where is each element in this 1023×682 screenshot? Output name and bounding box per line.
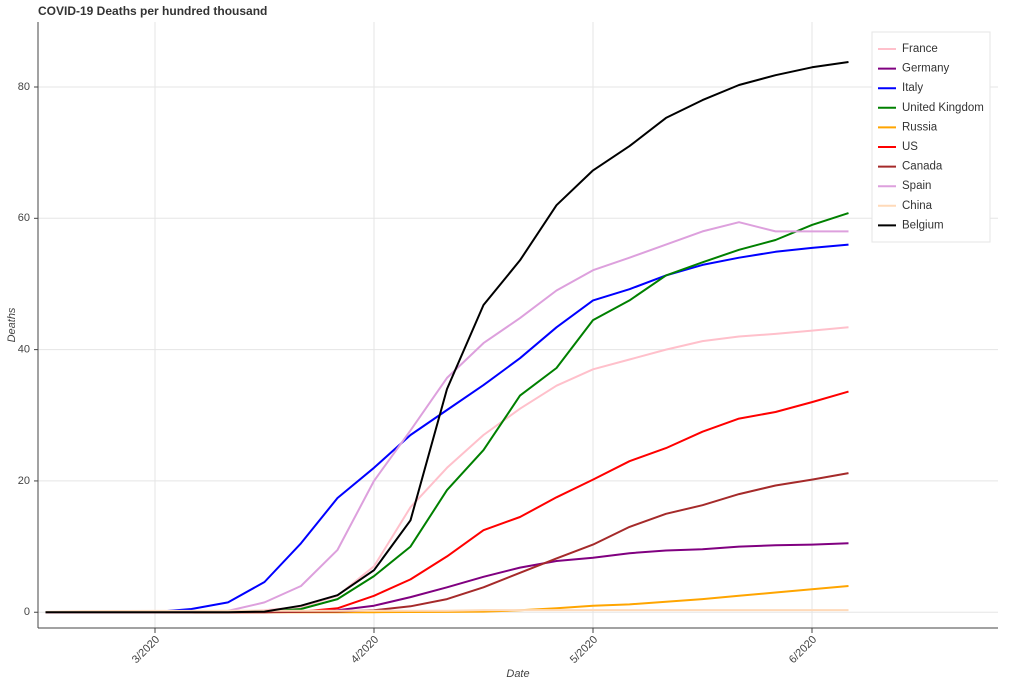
series-line <box>45 390 849 614</box>
y-tick-label: 0 <box>24 606 30 618</box>
x-tick-label: 6/2020 <box>787 634 819 666</box>
x-tick-label: 5/2020 <box>568 634 600 666</box>
series-line <box>45 61 849 614</box>
x-tick-label: 4/2020 <box>349 634 381 666</box>
legend-label: Canada <box>902 161 943 173</box>
legend-label: United Kingdom <box>902 102 984 114</box>
series-line <box>45 221 849 614</box>
legend-label: Spain <box>902 180 931 192</box>
legend-label: France <box>902 43 938 55</box>
legend-label: Germany <box>902 63 950 75</box>
legend-label: China <box>902 200 933 212</box>
x-tick-label: 3/2020 <box>130 634 162 666</box>
x-axis-label: Date <box>506 668 529 680</box>
y-tick-label: 20 <box>18 475 30 487</box>
legend-box <box>871 31 991 243</box>
legend-label: Belgium <box>902 219 944 231</box>
series-line <box>45 472 849 614</box>
chart-title: COVID-19 Deaths per hundred thousand <box>38 4 267 18</box>
series-line <box>45 542 849 614</box>
series-line <box>45 609 849 613</box>
y-tick-label: 80 <box>18 81 30 93</box>
legend-label: Italy <box>902 82 923 94</box>
series-line <box>45 212 849 614</box>
y-tick-label: 40 <box>18 344 30 356</box>
series-line <box>45 326 849 614</box>
y-tick-label: 60 <box>18 212 30 224</box>
y-axis-label: Deaths <box>6 307 18 342</box>
legend-label: Russia <box>902 121 938 133</box>
legend-label: US <box>902 141 918 153</box>
